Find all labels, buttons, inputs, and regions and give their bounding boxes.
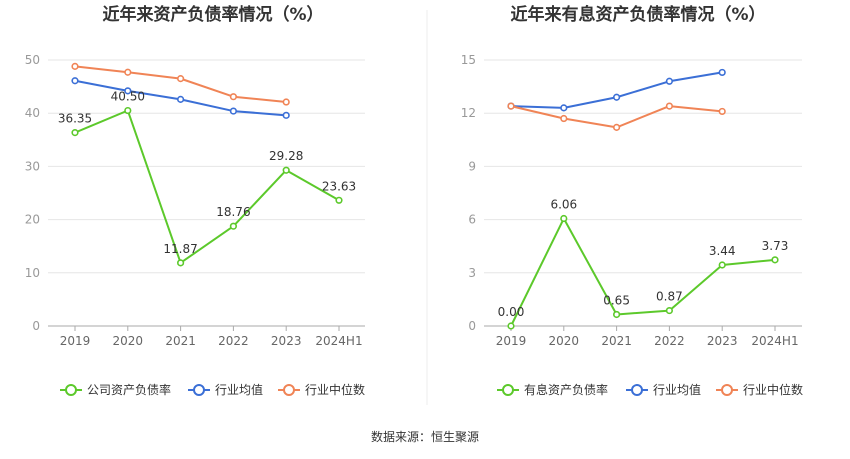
data-point-industry_median — [177, 75, 185, 83]
x-tick-label: 2021 — [601, 334, 632, 348]
chart-panel-1: 近年来资产负债率情况（%） 0 10 20 30 40 50 2019 2020 2021 2022… — [25, 4, 365, 397]
data-point-industry_avg — [177, 95, 185, 103]
data-point-industry_median — [229, 93, 237, 101]
data-label: 11.87 — [163, 242, 197, 256]
data-point-company — [665, 306, 674, 315]
series-line-company — [510, 217, 776, 327]
data-label: 0.87 — [656, 290, 683, 304]
data-point-company — [229, 222, 237, 230]
data-point-industry_median — [665, 102, 674, 110]
y-tick-label: 9 — [468, 159, 476, 173]
y-tick-label: 30 — [25, 159, 40, 173]
data-point-company — [771, 256, 779, 264]
data-point-company — [560, 214, 568, 223]
data-point-industry_avg — [665, 77, 674, 85]
data-label: 18.76 — [216, 205, 250, 219]
data-point-company — [718, 261, 726, 269]
x-tick-label: 2022 — [654, 334, 685, 348]
data-point-industry_avg — [560, 104, 568, 112]
legend-label: 行业中位数 — [743, 382, 803, 397]
legend-label: 行业中位数 — [305, 382, 365, 397]
x-tick-label: 2022 — [218, 334, 249, 348]
data-point-company — [177, 259, 185, 267]
legend-label: 公司资产负债率 — [87, 382, 171, 397]
y-tick-label: 40 — [25, 106, 40, 120]
data-point-industry_avg — [229, 107, 237, 115]
y-tick-label: 15 — [461, 53, 476, 67]
data-label: 6.06 — [550, 198, 577, 212]
chart-title: 近年来资产负债率情况（%） — [102, 4, 323, 25]
x-tick-label: 2020 — [113, 334, 144, 348]
data-point-company — [335, 196, 343, 204]
y-tick-label: 0 — [468, 319, 476, 333]
data-label: 36.35 — [58, 112, 92, 126]
data-point-industry_avg — [612, 93, 621, 101]
legend-label: 行业均值 — [653, 382, 701, 397]
x-tick-label: 2021 — [165, 334, 196, 348]
data-source-note: 数据来源：恒生聚源 — [370, 430, 479, 444]
data-point-industry_median — [507, 102, 515, 110]
x-tick-label: 2023 — [707, 334, 738, 348]
x-tick-label: 2024H1 — [751, 334, 798, 348]
x-tick-label: 2019 — [60, 334, 91, 348]
y-tick-label: 6 — [468, 213, 476, 227]
data-point-industry_avg — [718, 68, 726, 77]
y-tick-label: 0 — [32, 319, 40, 333]
data-label: 0.00 — [498, 305, 525, 319]
data-point-industry_median — [71, 62, 79, 70]
data-label: 40.50 — [111, 90, 145, 104]
y-tick-label: 3 — [468, 266, 476, 280]
y-tick-label: 50 — [25, 53, 40, 67]
legend-swatch-marker — [283, 384, 295, 396]
data-point-industry_median — [124, 68, 132, 76]
data-label: 23.63 — [322, 179, 356, 193]
data-point-industry_median — [560, 114, 568, 123]
legend-swatch-marker — [65, 384, 77, 396]
data-point-company — [612, 310, 621, 319]
series-line-industry_avg — [510, 71, 723, 109]
legend-swatch-marker — [721, 384, 733, 396]
data-label: 3.73 — [762, 239, 789, 253]
data-label: 29.28 — [269, 149, 303, 163]
legend-label: 有息资产负债率 — [524, 382, 608, 397]
chart-title: 近年来有息资产负债率情况（%） — [510, 4, 765, 25]
chart-panel-2: 近年来有息资产负债率情况（%） 0 3 6 9 12 15 2019 2020 2021 2022 2… — [461, 4, 803, 397]
x-tick-label: 2019 — [496, 334, 527, 348]
data-point-company — [71, 129, 79, 137]
legend-swatch-marker — [502, 384, 514, 396]
x-tick-label: 2023 — [271, 334, 302, 348]
x-tick-label: 2020 — [549, 334, 580, 348]
data-point-industry_median — [282, 98, 290, 106]
x-tick-label: 2024H1 — [315, 334, 362, 348]
data-point-company — [282, 166, 290, 174]
data-point-industry_median — [612, 123, 621, 131]
legend-label: 行业均值 — [215, 382, 263, 397]
data-point-industry_median — [718, 107, 726, 116]
data-point-industry_avg — [124, 87, 132, 95]
y-tick-label: 12 — [461, 106, 476, 120]
data-point-company — [124, 106, 132, 115]
y-tick-label: 10 — [25, 266, 40, 280]
legend-swatch-marker — [631, 384, 643, 396]
data-point-company — [507, 322, 515, 330]
data-point-industry_avg — [282, 111, 290, 119]
data-point-industry_avg — [71, 77, 79, 85]
data-label: 3.44 — [709, 244, 736, 258]
data-label: 0.65 — [603, 293, 630, 307]
y-tick-label: 20 — [25, 213, 40, 227]
legend-swatch-marker — [193, 384, 205, 396]
series-line-company — [74, 109, 340, 264]
